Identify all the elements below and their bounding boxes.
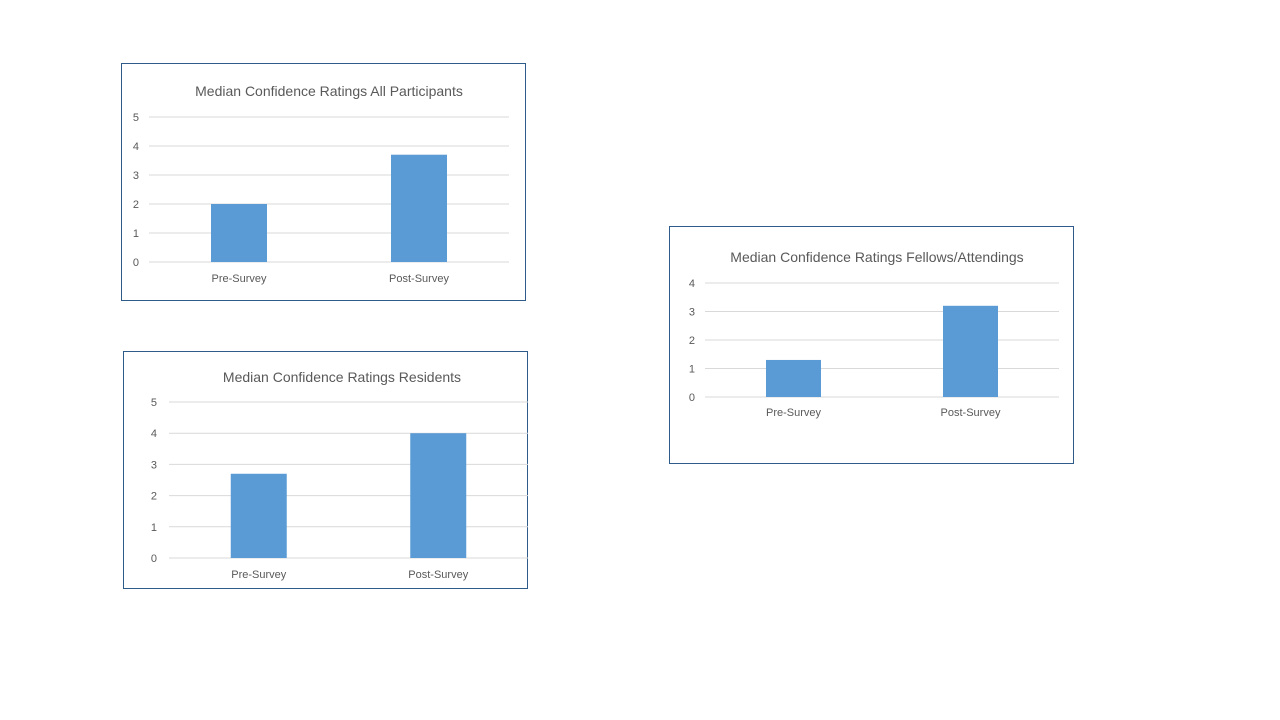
x-category-label: Post-Survey [408, 569, 468, 581]
bar-pre-survey [230, 473, 287, 558]
bar-pre-survey [766, 359, 821, 397]
y-tick-label: 4 [689, 278, 695, 290]
chart-title: Median Confidence Ratings Fellows/Attend… [730, 249, 1023, 265]
bar-post-survey [410, 433, 467, 558]
x-category-label: Pre-Survey [231, 569, 287, 581]
y-tick-label: 4 [151, 428, 157, 440]
bar-pre-survey [211, 204, 267, 262]
chart-all-participants: Median Confidence Ratings All Participan… [121, 63, 526, 301]
chart-residents-svg: Median Confidence Ratings Residents 0 1 2 3… [151, 369, 528, 581]
y-tick-label: 2 [689, 335, 695, 347]
bar-post-survey [943, 305, 998, 397]
chart-fellows-attendings-svg: Median Confidence Ratings Fellows/Attend… [689, 249, 1059, 419]
chart-title: Median Confidence Ratings Residents [223, 369, 461, 385]
bar-post-survey [391, 154, 447, 262]
chart-all-participants-svg: Median Confidence Ratings All Participan… [133, 83, 509, 285]
y-tick-label: 3 [133, 170, 139, 182]
chart-fellows-attendings: Median Confidence Ratings Fellows/Attend… [669, 226, 1074, 464]
x-category-label: Pre-Survey [766, 407, 822, 419]
y-tick-label: 2 [133, 199, 139, 211]
y-tick-label: 1 [689, 364, 695, 376]
y-tick-label: 1 [133, 228, 139, 240]
y-tick-label: 4 [133, 141, 139, 153]
y-tick-label: 0 [151, 553, 157, 565]
y-tick-label: 1 [151, 522, 157, 534]
chart-title: Median Confidence Ratings All Participan… [195, 83, 463, 99]
y-tick-label: 2 [151, 491, 157, 503]
y-tick-label: 5 [133, 112, 139, 124]
x-category-label: Pre-Survey [211, 273, 267, 285]
y-tick-label: 5 [151, 397, 157, 409]
y-tick-label: 3 [689, 307, 695, 319]
y-tick-label: 0 [689, 392, 695, 404]
x-category-label: Post-Survey [389, 273, 449, 285]
y-tick-label: 0 [133, 257, 139, 269]
y-tick-label: 3 [151, 459, 157, 471]
x-category-label: Post-Survey [941, 407, 1001, 419]
chart-residents: Median Confidence Ratings Residents 0 1 2 3… [123, 351, 528, 589]
